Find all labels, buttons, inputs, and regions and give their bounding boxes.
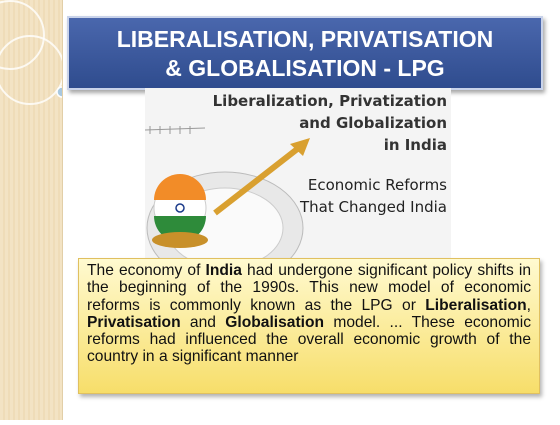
image-heading: in India — [384, 136, 447, 154]
image-heading: Liberalization, Privatization — [213, 92, 447, 110]
bold-text: Globalisation — [225, 313, 325, 331]
title-line: LIBERALISATION, PRIVATISATION — [116, 26, 494, 52]
bold-text: India — [205, 262, 242, 279]
text-run: , — [526, 296, 531, 314]
body-text: The economy of India had undergone signi… — [78, 258, 540, 394]
title-line: & GLOBALISATION - LPG — [165, 55, 445, 81]
decor-strip — [0, 0, 68, 420]
text-run: had undergone significant policy shifts … — [87, 262, 531, 314]
text-run: and — [180, 313, 226, 331]
image-heading: and Globalization — [299, 114, 447, 132]
bold-text: Privatisation — [87, 313, 181, 331]
image-subheading: That Changed India — [299, 198, 447, 216]
decor-circles — [0, 0, 68, 105]
text-run: model. ... These economic reforms had in… — [87, 313, 531, 366]
illustration: Liberalization, Privatization and Global… — [145, 88, 451, 264]
image-subheading: Economic Reforms — [308, 176, 447, 194]
slide-title: LIBERALISATION, PRIVATISATION & GLOBALIS… — [67, 16, 543, 90]
text-run: The economy of — [87, 262, 206, 279]
bold-text: Liberalisation — [425, 296, 527, 314]
